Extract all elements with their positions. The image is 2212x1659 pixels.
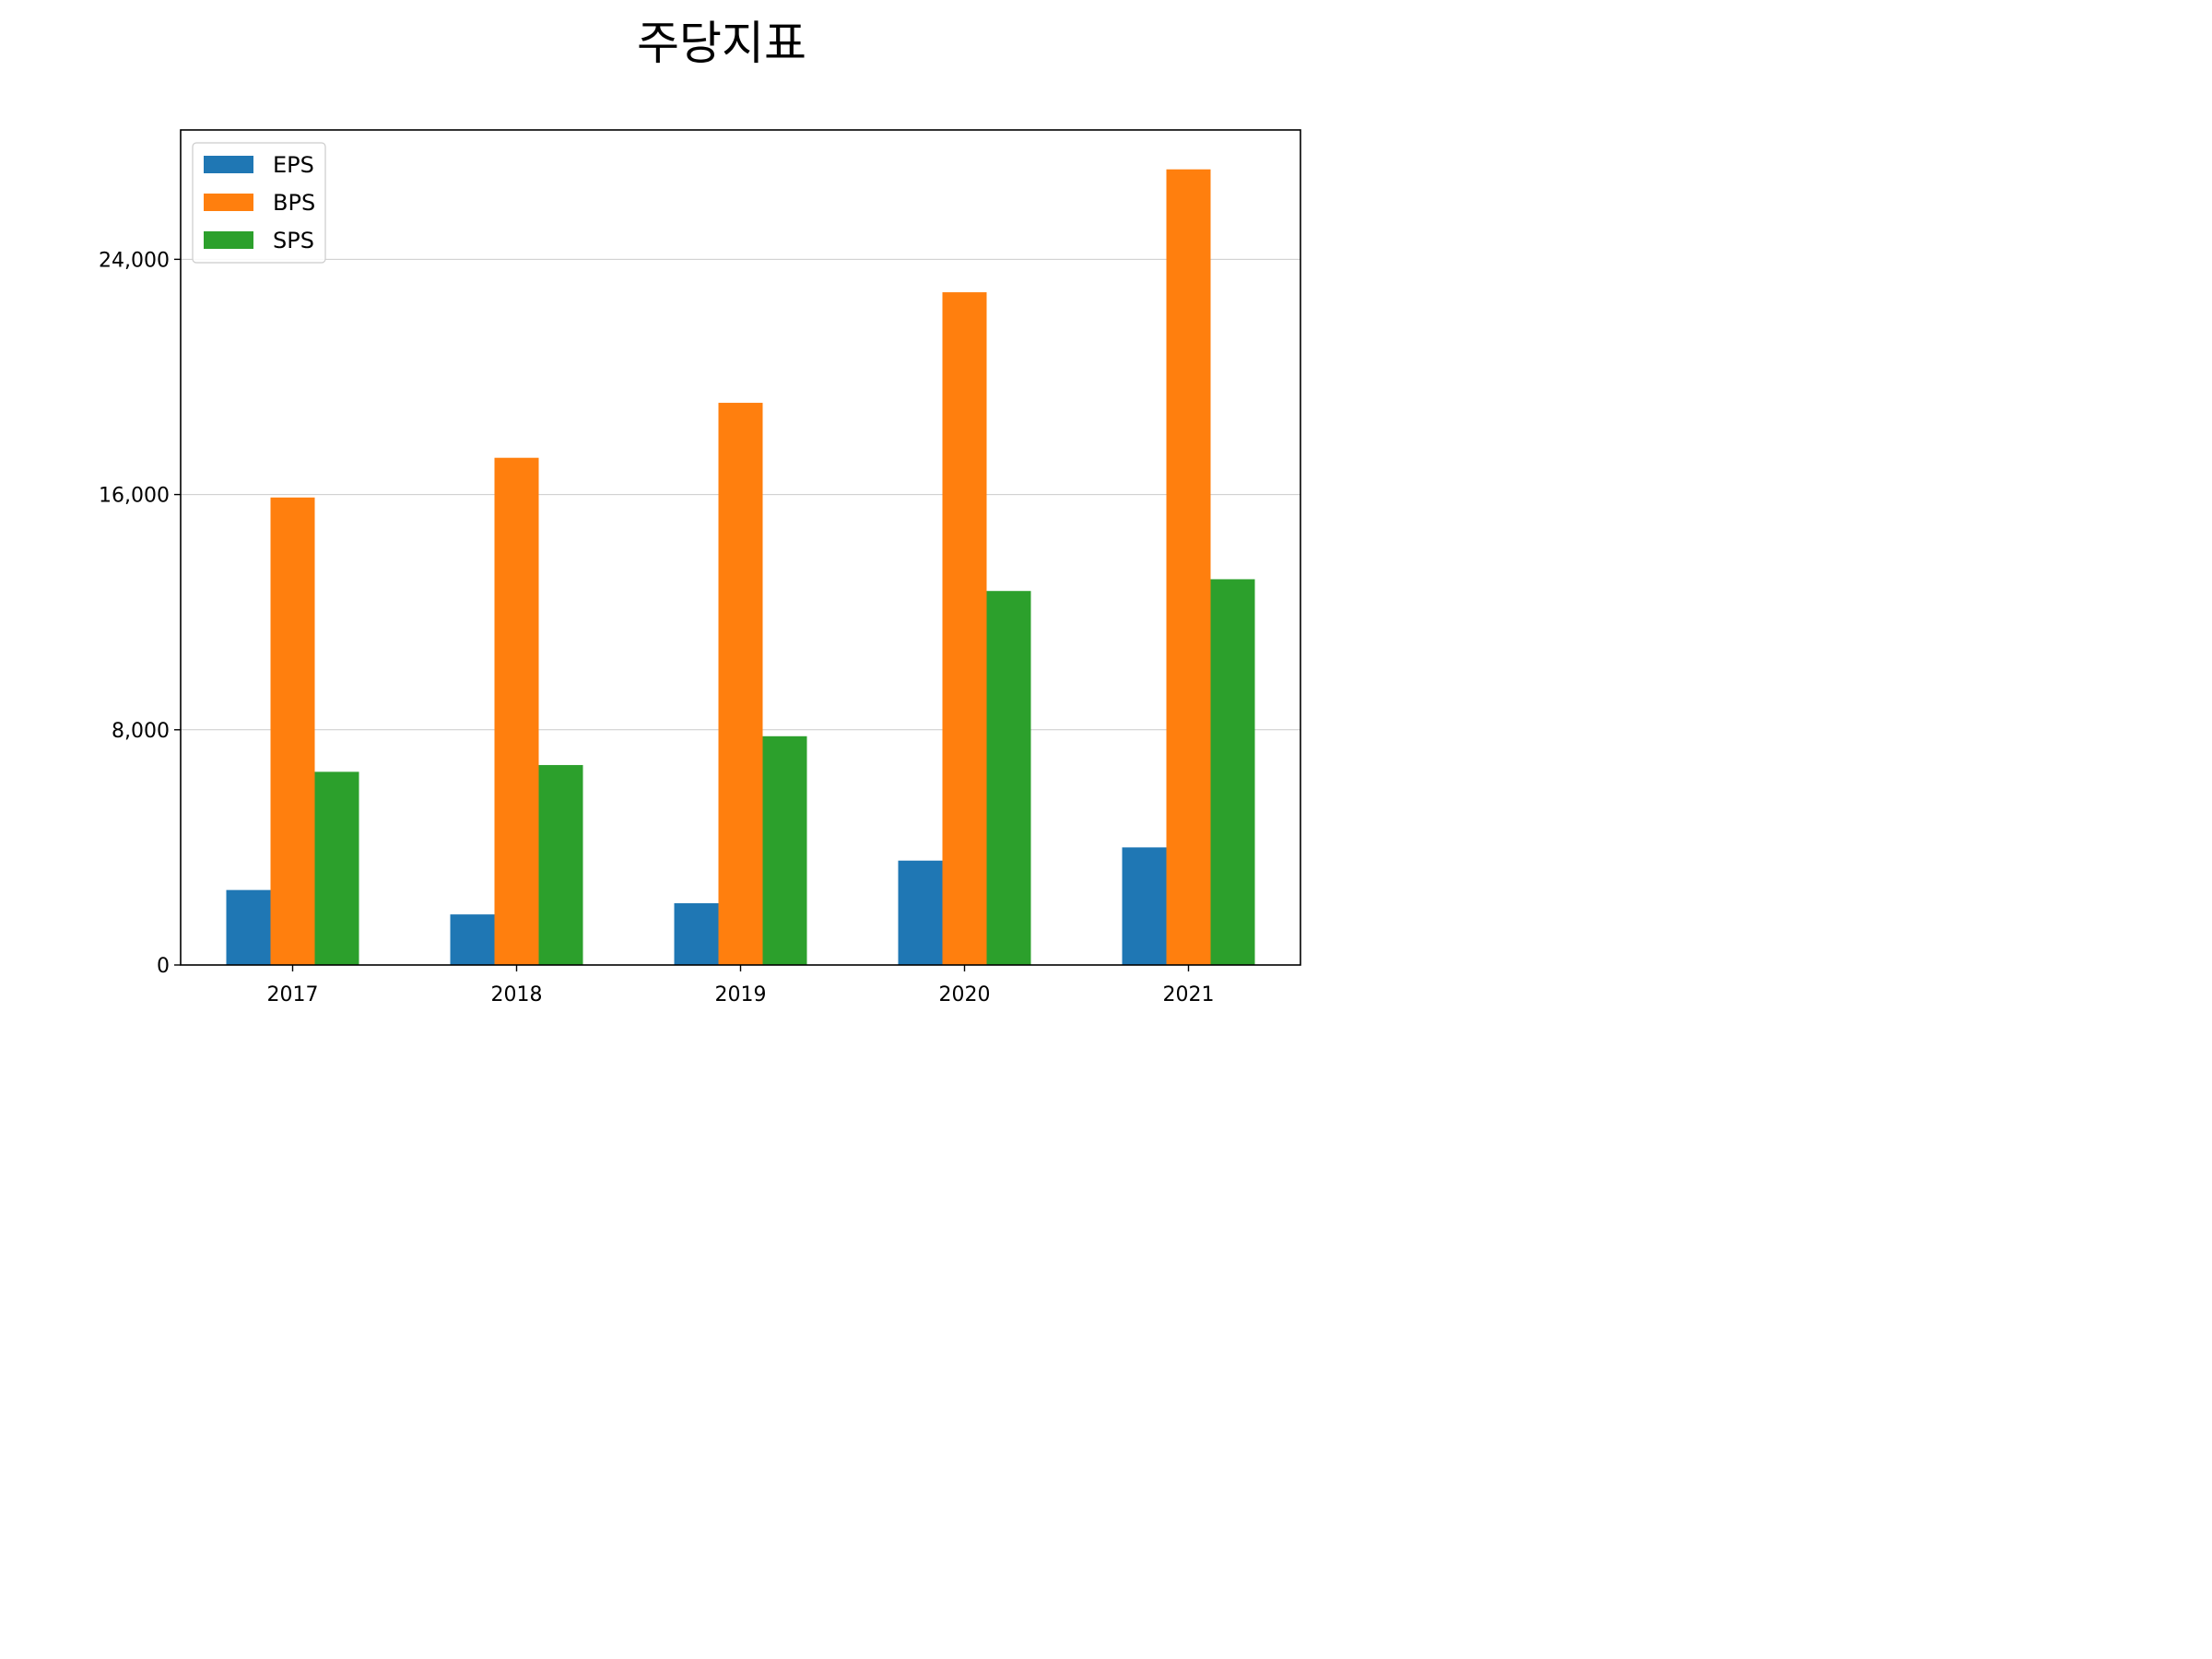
bar-bps-2021	[1166, 169, 1211, 965]
bar-eps-2018	[450, 914, 495, 965]
bars	[226, 169, 1255, 966]
bar-bps-2018	[494, 457, 539, 966]
y-tick-label: 0	[157, 955, 170, 978]
legend-label-eps: EPS	[273, 152, 314, 178]
bar-sps-2021	[1210, 579, 1255, 965]
legend-label-sps: SPS	[273, 228, 314, 253]
bar-eps-2019	[674, 903, 719, 965]
y-tick-label: 24,000	[99, 249, 170, 272]
bar-eps-2017	[226, 889, 271, 965]
y-tick-label: 16,000	[99, 485, 170, 508]
x-tick-label: 2019	[715, 983, 767, 1006]
bar-bps-2020	[942, 292, 987, 965]
legend: EPS BPS SPS	[192, 142, 326, 264]
legend-swatch-sps	[204, 231, 253, 249]
bar-chart: 주당지표 0 8,000 16,000 24,000 2017 2018 2019 2020…	[99, 17, 1301, 1006]
bar-eps-2021	[1122, 847, 1167, 965]
y-axis: 0 8,000 16,000 24,000	[99, 249, 181, 978]
x-tick-label: 2020	[939, 983, 991, 1006]
legend-swatch-eps	[204, 156, 253, 173]
bar-sps-2020	[986, 591, 1031, 965]
x-tick-label: 2017	[267, 983, 319, 1006]
bar-bps-2017	[270, 497, 315, 965]
bar-sps-2017	[314, 771, 359, 965]
bar-bps-2019	[718, 403, 763, 966]
bar-sps-2019	[762, 735, 807, 965]
y-tick-label: 8,000	[112, 720, 170, 743]
bar-sps-2018	[538, 765, 583, 965]
x-tick-label: 2018	[491, 983, 543, 1006]
chart-title: 주당지표	[637, 17, 806, 70]
legend-label-bps: BPS	[273, 190, 315, 216]
x-axis: 2017 2018 2019 2020 2021	[267, 965, 1215, 1006]
bar-eps-2020	[898, 860, 943, 965]
legend-swatch-bps	[204, 194, 253, 211]
x-tick-label: 2021	[1163, 983, 1215, 1006]
